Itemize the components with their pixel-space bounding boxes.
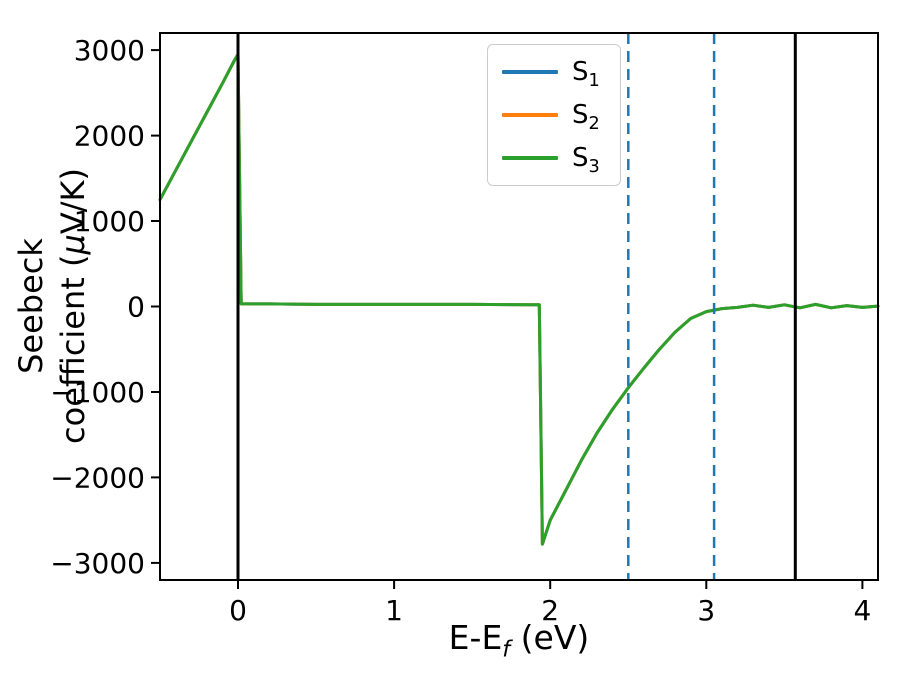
legend-entry-s2: S2 [502, 100, 600, 133]
legend-label: S1 [572, 57, 600, 90]
legend-label-subscript: 3 [588, 157, 600, 178]
y-tick-label: 0 [127, 291, 145, 324]
x-tick-label: 3 [697, 594, 715, 627]
x-axis-label-post: (eV) [510, 618, 590, 657]
y-axis-label-line2-post: V/K) [54, 168, 92, 235]
y-tick-label: −2000 [50, 461, 145, 494]
y-tick-label: −1000 [50, 376, 145, 409]
y-axis-label-line2: coefficient (μV/K) [52, 168, 94, 444]
legend-line-sample [502, 113, 558, 117]
legend-label: S3 [572, 143, 600, 176]
legend-label-base: S [572, 143, 589, 173]
legend-label: S2 [572, 100, 600, 133]
x-axis-label-pre: E-E [448, 618, 503, 657]
y-tick-label: −3000 [50, 547, 145, 580]
y-axis-label: Seebeck coefficient (μV/K) [10, 168, 94, 444]
y-tick-label: 1000 [74, 205, 145, 238]
legend-label-base: S [572, 57, 589, 87]
mu-symbol: μ [54, 234, 92, 255]
legend-label-subscript: 2 [588, 114, 600, 135]
legend-label-base: S [572, 100, 589, 130]
x-axis-label: E-Ef (eV) [448, 618, 590, 661]
y-tick-label: 3000 [74, 34, 145, 67]
legend-line-sample [502, 70, 558, 74]
x-tick-label: 2 [541, 594, 559, 627]
x-tick-label: 0 [229, 594, 247, 627]
x-tick-label: 4 [853, 594, 871, 627]
legend-line-sample [502, 156, 558, 160]
y-axis-label-line2-pre: coefficient ( [54, 254, 92, 444]
legend-label-subscript: 1 [588, 71, 600, 92]
y-tick-label: 2000 [74, 120, 145, 153]
x-tick-label: 1 [385, 594, 403, 627]
y-axis-label-line1: Seebeck [12, 238, 50, 374]
x-axis-label-sub: f [502, 636, 511, 663]
legend-entry-s1: S1 [502, 57, 600, 90]
legend: S1 S2 S3 [487, 44, 621, 186]
legend-entry-s3: S3 [502, 143, 600, 176]
